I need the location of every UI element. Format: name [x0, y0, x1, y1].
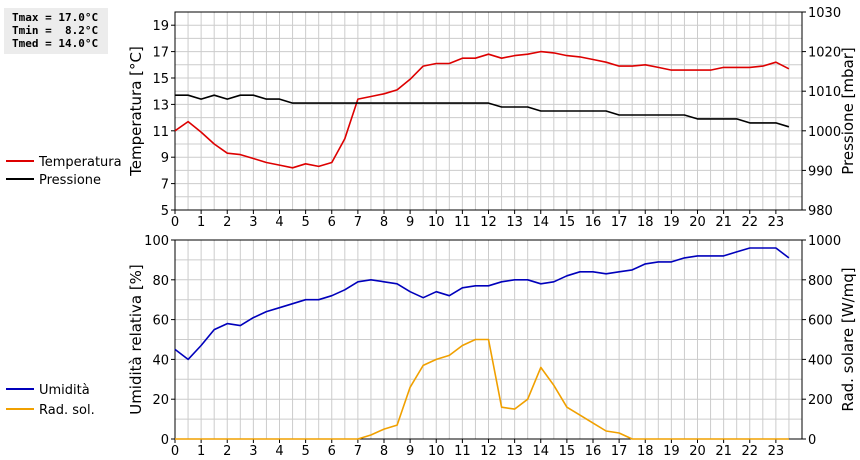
- x-tick-label: 18: [637, 215, 654, 230]
- y-tick-label: 0: [161, 433, 169, 448]
- x-tick-label: 16: [585, 215, 602, 230]
- x-tick-label: 16: [585, 444, 602, 459]
- y2-tick-label: 0: [808, 433, 816, 448]
- x-tick-label: 5: [301, 215, 309, 230]
- x-tick-label: 4: [275, 215, 283, 230]
- y2-tick-label: 980: [808, 204, 833, 219]
- y2-tick-label: 600: [808, 314, 833, 329]
- x-tick-label: 6: [328, 444, 336, 459]
- y2-tick-label: 1010: [808, 85, 841, 100]
- series-line-temperatura: [174, 50, 790, 169]
- x-tick-label: 5: [301, 444, 309, 459]
- x-tick-label: 12: [480, 444, 497, 459]
- x-tick-label: 1: [197, 444, 205, 459]
- legend-label-temperatura: Temperatura: [38, 155, 122, 170]
- x-tick-label: 20: [689, 215, 706, 230]
- x-tick-label: 8: [380, 215, 388, 230]
- tmed-text: Tmed = 14.0°C: [12, 37, 99, 50]
- x-tick-label: 1: [197, 215, 205, 230]
- y2-tick-label: 1020: [808, 46, 841, 61]
- tmax-text: Tmax = 17.0°C: [12, 11, 99, 24]
- y2-tick-label: 990: [808, 164, 833, 179]
- x-tick-label: 2: [223, 215, 231, 230]
- temperature-pressure-chart: 0 1 2 3 4 5 6 7 8 9 10 11 12 13 14 15 16 17 18 19 20 21 22 2357…: [127, 6, 857, 230]
- y-axis-label: Temperatura [°C]: [127, 46, 145, 177]
- x-tick-label: 6: [328, 215, 336, 230]
- x-tick-label: 19: [663, 215, 680, 230]
- y2-tick-label: 1030: [808, 6, 841, 21]
- x-tick-label: 7: [354, 444, 362, 459]
- y-tick-label: 20: [152, 393, 169, 408]
- series-line-pressione: [175, 94, 790, 128]
- y2-tick-label: 1000: [808, 125, 841, 140]
- y-tick-label: 9: [161, 151, 169, 166]
- y2-tick-label: 400: [808, 353, 833, 368]
- x-tick-label: 13: [506, 215, 523, 230]
- x-tick-label: 22: [741, 444, 758, 459]
- legend-label-umidita: Umidità: [39, 383, 90, 398]
- x-tick-label: 23: [768, 444, 785, 459]
- x-tick-label: 9: [406, 215, 414, 230]
- y-tick-label: 7: [161, 178, 169, 193]
- y-tick-label: 11: [152, 125, 169, 140]
- x-tick-label: 20: [689, 444, 706, 459]
- x-tick-label: 13: [506, 444, 523, 459]
- y-tick-label: 5: [161, 204, 169, 219]
- x-tick-label: 19: [663, 444, 680, 459]
- x-tick-label: 9: [406, 444, 414, 459]
- x-tick-label: 17: [611, 215, 628, 230]
- y-tick-label: 17: [152, 46, 169, 61]
- stats-box: Tmax = 17.0°C Tmin = 8.2°C Tmed = 14.0°C: [4, 8, 108, 54]
- x-tick-label: 18: [637, 444, 654, 459]
- x-tick-label: 10: [428, 444, 445, 459]
- x-tick-label: 23: [768, 215, 785, 230]
- x-tick-label: 8: [380, 444, 388, 459]
- y-tick-label: 19: [152, 19, 169, 34]
- x-tick-label: 14: [532, 444, 549, 459]
- y-tick-label: 15: [152, 72, 169, 87]
- x-tick-label: 11: [454, 444, 471, 459]
- series-line-umidit: [174, 247, 790, 361]
- x-tick-label: 0: [171, 215, 179, 230]
- y-tick-label: 13: [152, 98, 169, 113]
- x-tick-label: 10: [428, 215, 445, 230]
- x-tick-label: 11: [454, 215, 471, 230]
- series-line-rad-sol: [175, 338, 789, 440]
- x-tick-label: 15: [559, 444, 576, 459]
- x-tick-label: 17: [611, 444, 628, 459]
- y2-axis-label: Rad. solare [W/mq]: [839, 267, 857, 411]
- x-tick-label: 3: [249, 215, 257, 230]
- x-tick-label: 14: [532, 215, 549, 230]
- x-tick-label: 2: [223, 444, 231, 459]
- legend-label-rad-sol: Rad. sol.: [39, 403, 95, 418]
- x-tick-label: 0: [171, 444, 179, 459]
- x-tick-label: 3: [249, 444, 257, 459]
- x-tick-label: 12: [480, 215, 497, 230]
- y2-tick-label: 200: [808, 393, 833, 408]
- x-tick-label: 7: [354, 215, 362, 230]
- x-tick-label: 21: [715, 215, 732, 230]
- humidity-solar-chart: 0 1 2 3 4 5 6 7 8 9 10 11 12 13 14 15 16 17 18 19 20 21 22 2302…: [127, 234, 857, 459]
- y2-tick-label: 1000: [808, 234, 841, 249]
- x-tick-label: 4: [275, 444, 283, 459]
- y2-axis-label: Pressione [mbar]: [839, 47, 857, 175]
- y-tick-label: 80: [152, 274, 169, 289]
- x-tick-label: 21: [715, 444, 732, 459]
- y-tick-label: 100: [144, 234, 169, 249]
- legend-label-pressione: Pressione: [39, 173, 101, 188]
- y-axis-label: Umidità relativa [%]: [127, 264, 145, 415]
- y2-tick-label: 800: [808, 274, 833, 289]
- x-tick-label: 15: [559, 215, 576, 230]
- y-tick-label: 60: [152, 314, 169, 329]
- y-tick-label: 40: [152, 353, 169, 368]
- tmin-text: Tmin = 8.2°C: [12, 24, 99, 37]
- x-tick-label: 22: [741, 215, 758, 230]
